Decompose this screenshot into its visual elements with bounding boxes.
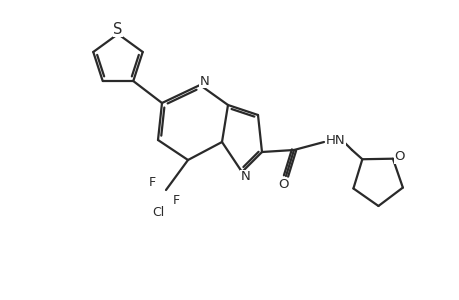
Text: N: N bbox=[200, 74, 209, 88]
Text: N: N bbox=[241, 170, 250, 184]
Text: HN: HN bbox=[325, 134, 345, 146]
Text: F: F bbox=[148, 176, 155, 188]
Text: Cl: Cl bbox=[151, 206, 164, 218]
Text: F: F bbox=[172, 194, 179, 206]
Text: S: S bbox=[113, 22, 123, 37]
Text: O: O bbox=[278, 178, 289, 191]
Text: O: O bbox=[394, 150, 404, 163]
